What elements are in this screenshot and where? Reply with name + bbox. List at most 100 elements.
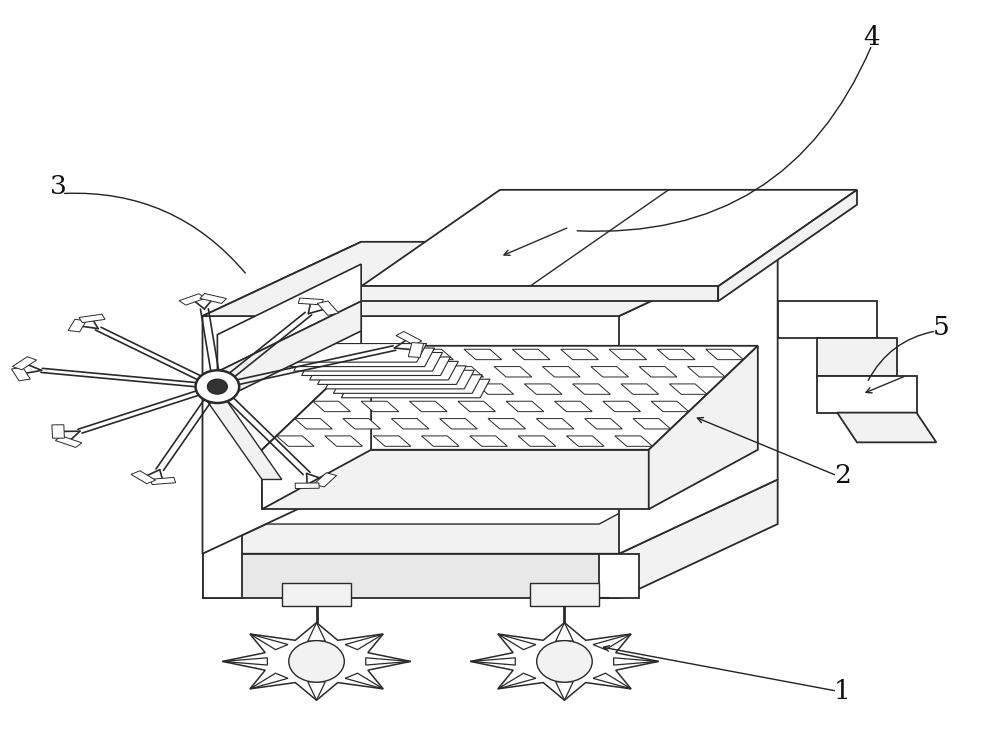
Polygon shape bbox=[302, 357, 450, 376]
Polygon shape bbox=[131, 471, 156, 484]
Polygon shape bbox=[591, 366, 629, 377]
Polygon shape bbox=[361, 401, 399, 412]
Polygon shape bbox=[585, 418, 622, 429]
Polygon shape bbox=[718, 190, 857, 301]
Polygon shape bbox=[345, 673, 383, 689]
Polygon shape bbox=[518, 436, 556, 446]
Circle shape bbox=[289, 641, 344, 682]
Polygon shape bbox=[498, 673, 536, 689]
Polygon shape bbox=[778, 301, 877, 339]
Polygon shape bbox=[314, 472, 337, 487]
Polygon shape bbox=[295, 418, 332, 429]
Polygon shape bbox=[614, 658, 659, 665]
Polygon shape bbox=[203, 242, 361, 553]
Polygon shape bbox=[396, 331, 422, 345]
Polygon shape bbox=[308, 623, 325, 641]
Polygon shape bbox=[561, 349, 598, 360]
Polygon shape bbox=[593, 673, 631, 689]
Polygon shape bbox=[556, 682, 573, 700]
Polygon shape bbox=[464, 349, 502, 360]
Polygon shape bbox=[837, 412, 936, 442]
Polygon shape bbox=[222, 623, 411, 700]
Polygon shape bbox=[12, 357, 37, 369]
Polygon shape bbox=[470, 623, 659, 700]
Polygon shape bbox=[341, 379, 490, 398]
Text: 3: 3 bbox=[50, 173, 67, 198]
Polygon shape bbox=[52, 425, 64, 439]
Polygon shape bbox=[530, 584, 599, 606]
Polygon shape bbox=[276, 436, 314, 446]
Polygon shape bbox=[817, 339, 897, 376]
Polygon shape bbox=[391, 418, 429, 429]
Polygon shape bbox=[308, 682, 325, 700]
Polygon shape bbox=[619, 242, 778, 553]
Polygon shape bbox=[619, 479, 778, 599]
Polygon shape bbox=[817, 376, 917, 412]
Polygon shape bbox=[428, 384, 465, 394]
Text: 4: 4 bbox=[864, 25, 880, 50]
Polygon shape bbox=[11, 367, 30, 381]
Polygon shape bbox=[345, 634, 383, 650]
Polygon shape bbox=[440, 418, 477, 429]
Polygon shape bbox=[294, 352, 442, 371]
Polygon shape bbox=[543, 366, 580, 377]
Polygon shape bbox=[421, 436, 459, 446]
Polygon shape bbox=[494, 366, 532, 377]
Polygon shape bbox=[55, 436, 82, 448]
Circle shape bbox=[207, 379, 227, 394]
Polygon shape bbox=[262, 450, 649, 509]
Polygon shape bbox=[373, 436, 411, 446]
Polygon shape bbox=[217, 264, 361, 372]
Polygon shape bbox=[603, 401, 641, 412]
Polygon shape bbox=[599, 553, 639, 599]
Text: 5: 5 bbox=[933, 315, 950, 339]
Polygon shape bbox=[615, 436, 653, 446]
Polygon shape bbox=[566, 436, 604, 446]
Polygon shape bbox=[68, 319, 86, 332]
Polygon shape bbox=[555, 401, 592, 412]
Polygon shape bbox=[379, 384, 417, 394]
Polygon shape bbox=[318, 366, 466, 385]
Polygon shape bbox=[512, 349, 550, 360]
Circle shape bbox=[196, 370, 239, 403]
Circle shape bbox=[537, 641, 592, 682]
Polygon shape bbox=[367, 349, 405, 360]
Polygon shape bbox=[639, 366, 677, 377]
Polygon shape bbox=[556, 623, 573, 641]
Polygon shape bbox=[657, 349, 695, 360]
Polygon shape bbox=[669, 384, 707, 394]
Polygon shape bbox=[298, 298, 323, 305]
Polygon shape bbox=[217, 301, 361, 402]
Polygon shape bbox=[476, 384, 514, 394]
Text: 1: 1 bbox=[834, 679, 850, 704]
Polygon shape bbox=[150, 478, 176, 484]
Polygon shape bbox=[706, 349, 743, 360]
Polygon shape bbox=[458, 401, 495, 412]
Polygon shape bbox=[262, 345, 758, 450]
Polygon shape bbox=[573, 384, 610, 394]
Polygon shape bbox=[203, 479, 778, 553]
Polygon shape bbox=[361, 286, 718, 301]
Polygon shape bbox=[524, 384, 562, 394]
Polygon shape bbox=[325, 436, 362, 446]
Polygon shape bbox=[286, 348, 435, 366]
Polygon shape bbox=[222, 450, 738, 524]
Polygon shape bbox=[446, 366, 484, 377]
Polygon shape bbox=[609, 349, 647, 360]
Polygon shape bbox=[343, 418, 381, 429]
Polygon shape bbox=[317, 301, 339, 315]
Polygon shape bbox=[621, 384, 659, 394]
Polygon shape bbox=[79, 314, 105, 323]
Polygon shape bbox=[408, 342, 424, 357]
Polygon shape bbox=[313, 401, 350, 412]
Polygon shape bbox=[470, 436, 507, 446]
Polygon shape bbox=[651, 401, 689, 412]
Polygon shape bbox=[207, 402, 282, 479]
Polygon shape bbox=[179, 294, 206, 305]
Polygon shape bbox=[498, 634, 536, 650]
Polygon shape bbox=[203, 242, 778, 316]
Polygon shape bbox=[203, 553, 619, 599]
Polygon shape bbox=[649, 345, 758, 509]
Polygon shape bbox=[325, 370, 474, 389]
Polygon shape bbox=[688, 366, 725, 377]
